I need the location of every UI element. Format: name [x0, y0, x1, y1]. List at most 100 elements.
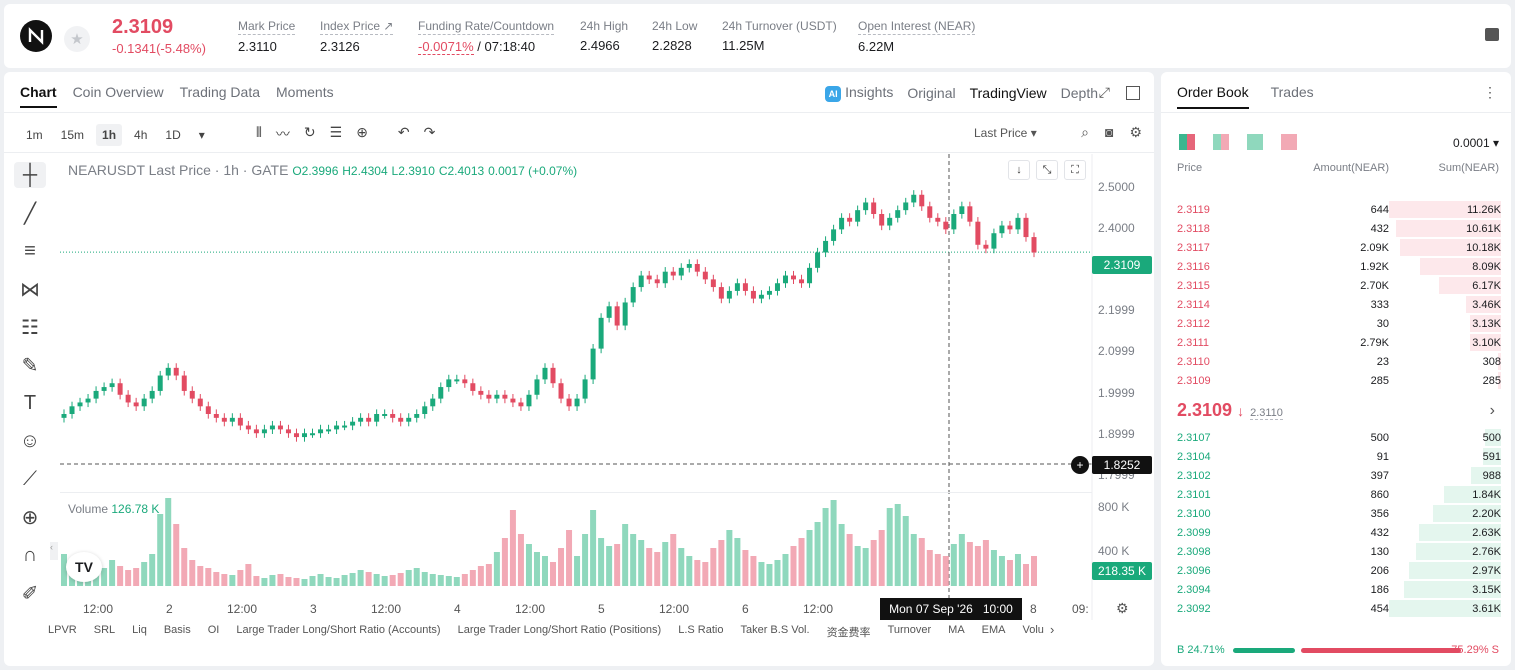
- ask-row[interactable]: 2.3119 644 11.26K: [1161, 200, 1511, 219]
- indicator-lpvr[interactable]: LPVR: [48, 624, 77, 636]
- pattern-icon[interactable]: ⋈: [20, 278, 40, 301]
- gear-icon[interactable]: ⚙: [1129, 124, 1142, 140]
- ask-row[interactable]: 2.3114 333 3.46K: [1161, 295, 1511, 314]
- bid-row[interactable]: 2.3100 356 2.20K: [1161, 504, 1511, 523]
- bid-row[interactable]: 2.3096 206 2.97K: [1161, 561, 1511, 580]
- camera-icon[interactable]: ◙: [1104, 124, 1114, 140]
- ask-row[interactable]: 2.3115 2.70K 6.17K: [1161, 276, 1511, 295]
- chevron-right-icon[interactable]: ›: [1050, 622, 1055, 637]
- view-both-icon[interactable]: [1179, 134, 1195, 150]
- indicator-liq[interactable]: Liq: [132, 624, 147, 636]
- stat-label[interactable]: Open Interest (NEAR): [858, 19, 976, 35]
- collapse-left-icon[interactable]: ‹: [50, 542, 58, 560]
- tab-moments[interactable]: Moments: [276, 84, 334, 100]
- template-icon[interactable]: ☰: [329, 124, 343, 140]
- indicator-ma[interactable]: MA: [948, 624, 965, 636]
- arrow-down-icon[interactable]: ↓: [1008, 160, 1030, 180]
- mid-mark-price[interactable]: 2.3110: [1250, 407, 1283, 420]
- more-icon[interactable]: ⋮: [1483, 84, 1497, 100]
- add-alert-icon[interactable]: +: [1071, 456, 1089, 474]
- undo-icon[interactable]: ↶: [397, 124, 410, 140]
- interval-1d[interactable]: 1D: [165, 128, 181, 142]
- add-indicator-icon[interactable]: ⊕: [356, 124, 368, 140]
- refresh-icon[interactable]: ↻: [303, 124, 316, 140]
- indicator-ltlsr-accounts[interactable]: Large Trader Long/Short Ratio (Accounts): [236, 624, 441, 636]
- candle-body: [382, 414, 388, 416]
- view-alt-icon[interactable]: [1213, 134, 1229, 150]
- bid-row[interactable]: 2.3104 91 591: [1161, 447, 1511, 466]
- ask-row[interactable]: 2.3116 1.92K 8.09K: [1161, 257, 1511, 276]
- magnet-icon[interactable]: ∩: [22, 543, 38, 566]
- maximize-icon[interactable]: [1126, 86, 1140, 100]
- tab-tradingview[interactable]: TradingView: [969, 85, 1047, 101]
- emoji-icon[interactable]: ☺: [19, 429, 41, 452]
- indicator-basis[interactable]: Basis: [163, 624, 191, 636]
- ruler-icon[interactable]: ⟋: [23, 467, 37, 490]
- calendar-icon[interactable]: [1485, 28, 1499, 41]
- bid-row[interactable]: 2.3099 432 2.63K: [1161, 523, 1511, 542]
- interval-1h[interactable]: 1h: [96, 124, 123, 146]
- stat-label[interactable]: Index Price ↗: [320, 19, 394, 35]
- interval-1m[interactable]: 1m: [26, 128, 43, 142]
- indicator-taker-bs-vol[interactable]: Taker B.S Vol.: [740, 624, 810, 636]
- fib-icon[interactable]: ☷: [21, 316, 39, 339]
- ask-row[interactable]: 2.3111 2.79K 3.10K: [1161, 333, 1511, 352]
- indicator-volume[interactable]: Volu: [1022, 624, 1044, 636]
- tab-depth[interactable]: Depth: [1060, 85, 1098, 101]
- view-bids-icon[interactable]: [1247, 134, 1263, 150]
- price-type-select[interactable]: Last Price ▾: [974, 126, 1037, 140]
- view-asks-icon[interactable]: [1281, 134, 1297, 150]
- bid-row[interactable]: 2.3107 500 500: [1161, 428, 1511, 447]
- tab-chart[interactable]: Chart: [20, 84, 57, 108]
- ask-sum: 285: [1482, 375, 1501, 387]
- ask-row[interactable]: 2.3117 2.09K 10.18K: [1161, 238, 1511, 257]
- redo-icon[interactable]: ↷: [423, 124, 436, 140]
- chevron-right-icon[interactable]: ›: [1489, 402, 1495, 419]
- tab-coin-overview[interactable]: Coin Overview: [72, 84, 164, 100]
- indicator-srl[interactable]: SRL: [93, 624, 116, 636]
- ask-row[interactable]: 2.3109 285 285: [1161, 371, 1511, 390]
- bid-row[interactable]: 2.3098 130 2.76K: [1161, 542, 1511, 561]
- tab-original[interactable]: Original: [907, 85, 956, 101]
- indicator-oi[interactable]: OI: [207, 624, 220, 636]
- ask-row[interactable]: 2.3112 30 3.13K: [1161, 314, 1511, 333]
- precision-select[interactable]: 0.0001 ▾: [1452, 136, 1499, 150]
- stat-label[interactable]: Mark Price: [238, 19, 296, 35]
- indicator-funding-rate[interactable]: 资金费率: [826, 627, 871, 639]
- settings-gear-icon[interactable]: ⚙: [1116, 600, 1129, 616]
- tab-order-book[interactable]: Order Book: [1177, 84, 1249, 109]
- indicator-ltlsr-positions[interactable]: Large Trader Long/Short Ratio (Positions…: [457, 624, 662, 636]
- bid-row[interactable]: 2.3102 397 988: [1161, 466, 1511, 485]
- tab-trades[interactable]: Trades: [1270, 84, 1314, 100]
- text-icon[interactable]: T: [23, 391, 37, 414]
- search-icon[interactable]: ⌕: [1081, 124, 1089, 140]
- bid-row[interactable]: 2.3101 860 1.84K: [1161, 485, 1511, 504]
- candle-body: [983, 244, 989, 249]
- tab-insights[interactable]: AI Insights: [825, 84, 893, 102]
- tab-trading-data[interactable]: Trading Data: [179, 84, 261, 100]
- candle-body: [430, 398, 436, 407]
- pencil-lock-icon[interactable]: ✐: [21, 582, 39, 605]
- crosshair-icon[interactable]: ┼: [14, 162, 46, 188]
- ask-row[interactable]: 2.3118 432 10.61K: [1161, 219, 1511, 238]
- zoom-in-icon[interactable]: ⊕: [21, 506, 39, 529]
- indicator-turnover[interactable]: Turnover: [887, 624, 932, 636]
- bid-row[interactable]: 2.3092 454 3.61K: [1161, 599, 1511, 618]
- favorite-star-icon[interactable]: ★: [64, 26, 90, 52]
- interval-15m[interactable]: 15m: [60, 128, 85, 142]
- stat-label[interactable]: Funding Rate/Countdown: [418, 19, 555, 35]
- indicator-ema[interactable]: EMA: [981, 624, 1006, 636]
- bid-row[interactable]: 2.3094 186 3.15K: [1161, 580, 1511, 599]
- collapse-icon[interactable]: ⤡: [1036, 160, 1058, 180]
- interval-4h[interactable]: 4h: [134, 128, 148, 142]
- indicator-ls-ratio[interactable]: L.S Ratio: [678, 624, 724, 636]
- indicator-icon[interactable]: 〰: [275, 126, 290, 142]
- trendline-icon[interactable]: ╱: [23, 202, 37, 225]
- candle-type-icon[interactable]: ⫴: [256, 124, 262, 140]
- horizontal-lines-icon[interactable]: ≡: [24, 239, 36, 262]
- ask-row[interactable]: 2.3110 23 308: [1161, 352, 1511, 371]
- expand-icon[interactable]: ⤢: [1098, 84, 1110, 100]
- fit-screen-icon[interactable]: ⛶: [1064, 160, 1086, 180]
- chevron-down-icon[interactable]: ▾: [198, 128, 205, 142]
- brush-icon[interactable]: ✎: [21, 354, 39, 377]
